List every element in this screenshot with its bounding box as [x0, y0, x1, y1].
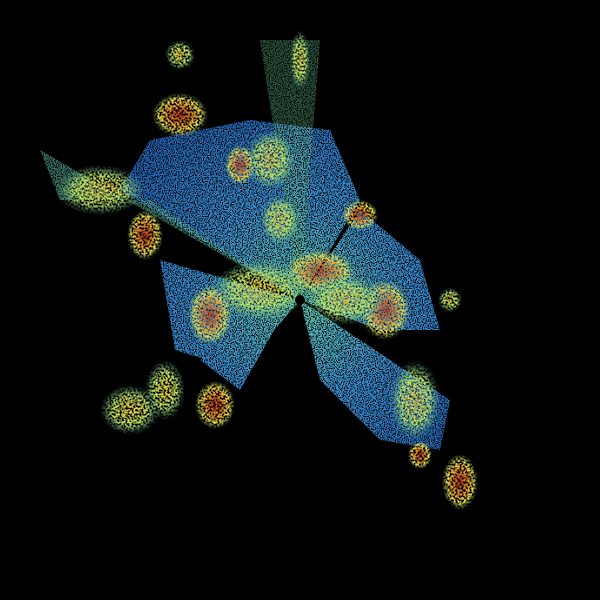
- radar-site: [295, 295, 305, 305]
- strong-echoes: [55, 30, 478, 510]
